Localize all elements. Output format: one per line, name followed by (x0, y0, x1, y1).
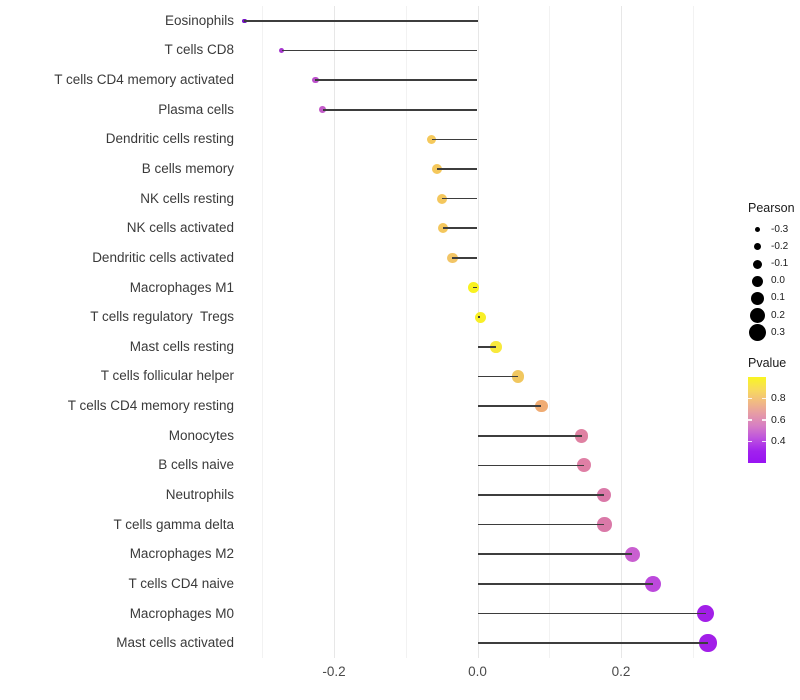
lollipop-stem (431, 138, 478, 141)
category-label: Mast cells activated (116, 635, 234, 651)
pearson-legend-label: 0.0 (771, 275, 785, 287)
category-label: T cells CD8 (164, 42, 234, 58)
data-point (474, 311, 486, 323)
pvalue-legend-label: 0.6 (771, 413, 786, 426)
pearson-legend-dot (753, 243, 761, 251)
pearson-legend-label: -0.1 (771, 258, 789, 269)
lollipop-stem (322, 108, 478, 111)
data-point (624, 546, 641, 562)
pearson-legend-label: -0.3 (771, 223, 789, 235)
x-tick-label: -0.2 (322, 664, 346, 679)
category-label: Neutrophils (165, 487, 234, 502)
category-label: Monocytes (168, 427, 234, 443)
lollipop-stem (477, 316, 481, 318)
pearson-legend-dot (748, 324, 766, 342)
pearson-legend-label: 0.1 (771, 292, 785, 304)
category-label: Macrophages M2 (129, 546, 234, 562)
gridline-x-0 (477, 6, 479, 658)
pearson-legend-title: Pearson (748, 201, 795, 215)
category-label: Macrophages M0 (129, 605, 234, 621)
lollipop-stem (315, 79, 478, 81)
data-point (312, 76, 319, 84)
pvalue-colorbar-tick (748, 419, 752, 421)
category-label: Macrophages M1 (129, 279, 234, 295)
data-point (319, 106, 326, 114)
lollipop-stem (477, 434, 582, 437)
category-label: T cells CD4 naive (128, 575, 234, 591)
pvalue-legend-title: Pvalue (748, 356, 787, 370)
pvalue-colorbar-tick (762, 440, 766, 443)
category-label: B cells naive (158, 457, 234, 473)
chart-panel (240, 6, 730, 658)
gridline-x--0.1 (405, 6, 407, 658)
data-point (596, 487, 612, 503)
gridline-x-0.3 (692, 6, 694, 658)
lollipop-stem (436, 168, 478, 170)
pearson-legend-dot (750, 291, 764, 305)
pearson-legend-dot (754, 227, 760, 233)
data-point (696, 604, 715, 623)
category-label: T cells regulatory Tregs (90, 309, 234, 325)
pearson-legend-label: 0.3 (771, 326, 785, 338)
category-label: T cells CD4 memory resting (67, 398, 234, 414)
category-label: Mast cells resting (129, 338, 234, 354)
category-label: NK cells activated (126, 220, 234, 236)
category-label: T cells CD4 memory activated (54, 72, 234, 88)
pvalue-legend-label: 0.4 (771, 435, 786, 447)
category-label: T cells gamma delta (113, 516, 234, 532)
lollipop-stem (443, 227, 478, 230)
lollipop-stem (477, 612, 706, 615)
data-point (597, 517, 612, 532)
gridline-x--0.3 (262, 6, 264, 658)
gridline-x-0.1 (549, 6, 551, 658)
pearson-legend-label: 0.2 (771, 309, 785, 321)
category-label: Dendritic cells activated (92, 249, 234, 265)
x-tick-label: 0.0 (468, 664, 487, 679)
pvalue-colorbar-tick (762, 419, 766, 421)
lollipop-stem (477, 523, 605, 526)
gridline-x-0.2 (621, 6, 622, 658)
pvalue-legend-label: 0.8 (771, 392, 786, 404)
lollipop-stem (442, 197, 478, 200)
pearson-legend-dot (749, 308, 765, 324)
pearson-legend-dot (752, 259, 762, 269)
lollipop-stem (477, 464, 585, 467)
lollipop-stem (452, 257, 478, 259)
lollipop-stem (477, 375, 519, 378)
category-label: T cells follicular helper (100, 368, 234, 384)
pvalue-colorbar-tick (762, 397, 766, 400)
pvalue-colorbar (748, 377, 766, 463)
x-tick-label: 0.2 (611, 664, 631, 679)
lollipop-stem (477, 553, 633, 556)
pvalue-colorbar-tick (748, 397, 752, 400)
lollipop-stem (477, 494, 604, 496)
category-label: Dendritic cells resting (105, 131, 234, 147)
category-label: Plasma cells (158, 101, 234, 117)
lollipop-stem (473, 286, 478, 289)
lollipop-stem (477, 583, 654, 585)
category-label: B cells memory (141, 161, 234, 176)
lollipop-stem (477, 346, 497, 348)
data-point (490, 341, 502, 353)
category-label: NK cells resting (140, 190, 234, 206)
lollipop-stem (244, 20, 478, 22)
lollipop-stem (477, 642, 708, 644)
pearson-legend-label: -0.2 (771, 240, 789, 252)
lollipop-stem (281, 49, 478, 52)
pvalue-colorbar-tick (748, 440, 752, 443)
pearson-legend-dot (751, 275, 763, 287)
gridline-x--0.2 (334, 6, 335, 658)
lollipop-stem (477, 405, 542, 407)
category-label: Eosinophils (164, 12, 234, 28)
